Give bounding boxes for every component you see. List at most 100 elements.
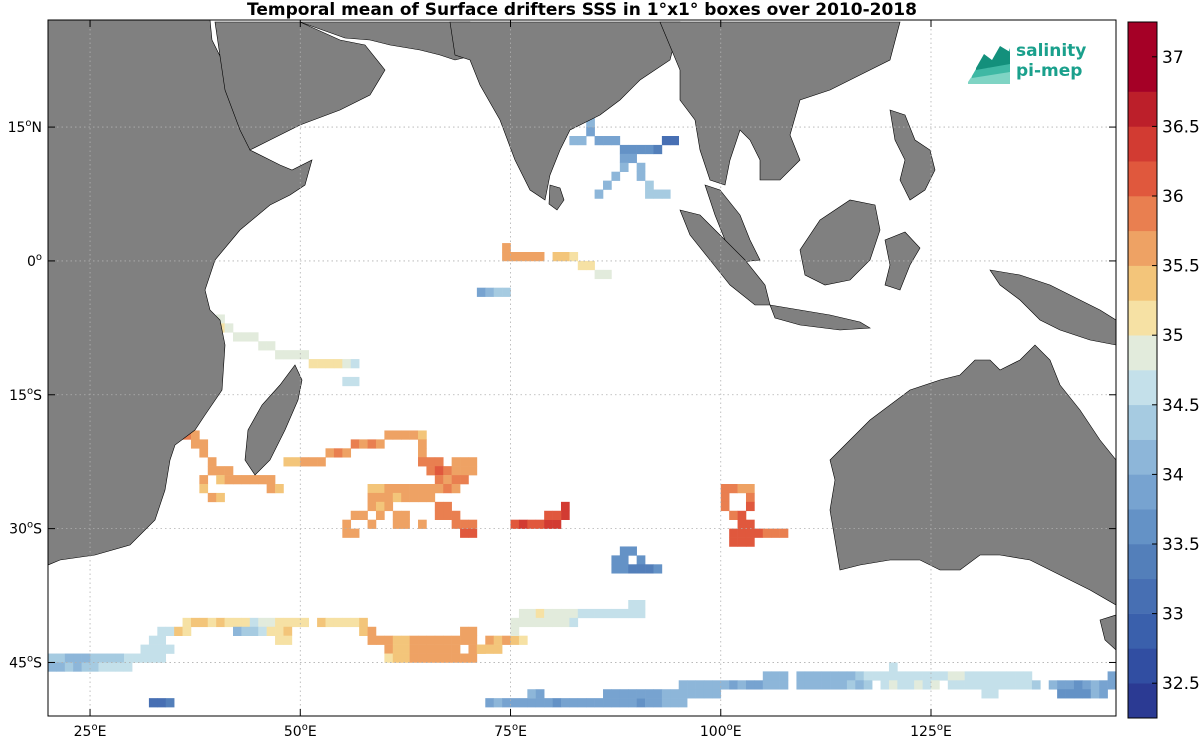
sss-cell — [510, 626, 520, 636]
sss-cell — [426, 644, 436, 654]
sss-cell — [190, 439, 200, 449]
sss-cell — [283, 350, 293, 360]
sss-cell — [275, 617, 284, 628]
sss-cell — [905, 671, 915, 681]
sss-cell — [443, 510, 452, 520]
sss-cell — [283, 635, 293, 645]
sss-cell — [535, 519, 545, 529]
colorbar-segment — [1128, 300, 1157, 336]
sss-cell — [544, 510, 553, 520]
sss-cell — [401, 430, 410, 440]
sss-cell — [123, 653, 133, 663]
sss-cell — [342, 448, 352, 458]
sss-cell — [81, 662, 91, 672]
sss-cell — [678, 698, 688, 708]
colorbar-segment — [1128, 265, 1157, 301]
sss-cell — [661, 698, 671, 708]
sss-cell — [560, 252, 570, 262]
sss-cell — [367, 635, 377, 645]
sss-cell — [745, 484, 755, 494]
sss-cell — [266, 617, 276, 628]
sss-cell — [418, 439, 427, 449]
sss-cell — [460, 626, 469, 636]
sss-cell — [586, 260, 595, 271]
colorbar-label: 35.5 — [1162, 257, 1200, 277]
sss-cell — [342, 359, 352, 369]
land-borneo — [799, 199, 881, 286]
sss-cell — [762, 671, 772, 681]
land-australia — [829, 344, 1116, 606]
sss-cell — [216, 475, 225, 485]
sss-cell — [619, 608, 629, 619]
sss-cell — [678, 680, 688, 690]
sss-cell — [451, 466, 461, 476]
land-masses — [48, 20, 1116, 651]
x-axis: 25oE 50oE 75oE 100oE 125oE — [74, 20, 952, 740]
sss-cell — [821, 671, 831, 681]
sss-cell — [333, 359, 343, 369]
sss-cell — [695, 680, 705, 690]
sss-cell — [190, 617, 200, 628]
sss-cell — [552, 608, 562, 619]
sss-cell — [81, 653, 91, 663]
sss-cell — [628, 546, 637, 556]
sss-cell — [804, 680, 814, 690]
land-tasmania — [1099, 614, 1116, 651]
sss-cell — [409, 653, 419, 663]
sss-cell — [518, 608, 528, 619]
sss-cell — [636, 600, 646, 610]
sss-cell — [636, 698, 646, 708]
sss-cell — [426, 635, 436, 645]
sss-cell — [510, 519, 520, 529]
sss-cell — [359, 510, 368, 520]
sss-cell — [527, 698, 537, 708]
sss-cell — [409, 635, 419, 645]
sss-cell — [594, 136, 604, 146]
sss-cell — [1090, 680, 1100, 690]
sss-cell — [611, 608, 621, 619]
y-tick-label: 0o — [27, 252, 42, 270]
sss-cell — [283, 617, 293, 628]
sss-cell — [266, 475, 276, 485]
sss-cell — [729, 528, 738, 538]
sss-cell — [527, 689, 537, 699]
land-madagascar — [244, 364, 303, 476]
sss-cell — [367, 492, 377, 503]
sss-cell — [493, 635, 503, 645]
sss-cell — [603, 698, 612, 708]
sss-cell — [317, 617, 326, 628]
x-tick-label: 50oE — [284, 722, 317, 740]
sss-cell — [1015, 680, 1024, 690]
sss-cell — [695, 689, 705, 699]
sss-cell — [745, 519, 755, 529]
sss-cell — [628, 608, 637, 619]
sss-cell — [510, 252, 520, 262]
sss-cell — [569, 136, 579, 146]
sss-cell — [628, 153, 637, 164]
sss-cell — [443, 466, 452, 476]
sss-cell — [981, 680, 991, 690]
sss-cell — [216, 314, 225, 324]
sss-cell — [729, 680, 738, 690]
sss-cell — [636, 162, 646, 172]
sss-cell — [535, 617, 545, 628]
sss-cell — [350, 376, 360, 387]
sss-cell — [485, 287, 494, 297]
sss-cell — [190, 430, 200, 440]
sss-cell — [56, 653, 66, 663]
sss-cell — [502, 635, 511, 645]
sss-cell — [737, 680, 747, 690]
sss-cell — [233, 332, 242, 342]
sss-cell — [291, 350, 301, 360]
sss-cell — [98, 662, 108, 672]
sss-cell — [359, 626, 368, 636]
sss-cell — [569, 617, 579, 628]
sss-cell — [392, 484, 402, 494]
sss-cell — [518, 617, 528, 628]
sss-cell — [973, 671, 982, 681]
sss-cell — [914, 671, 923, 681]
sss-cell — [451, 510, 461, 520]
land-srilanka — [548, 184, 565, 211]
sss-cell — [451, 644, 461, 654]
sss-cell — [998, 680, 1007, 690]
